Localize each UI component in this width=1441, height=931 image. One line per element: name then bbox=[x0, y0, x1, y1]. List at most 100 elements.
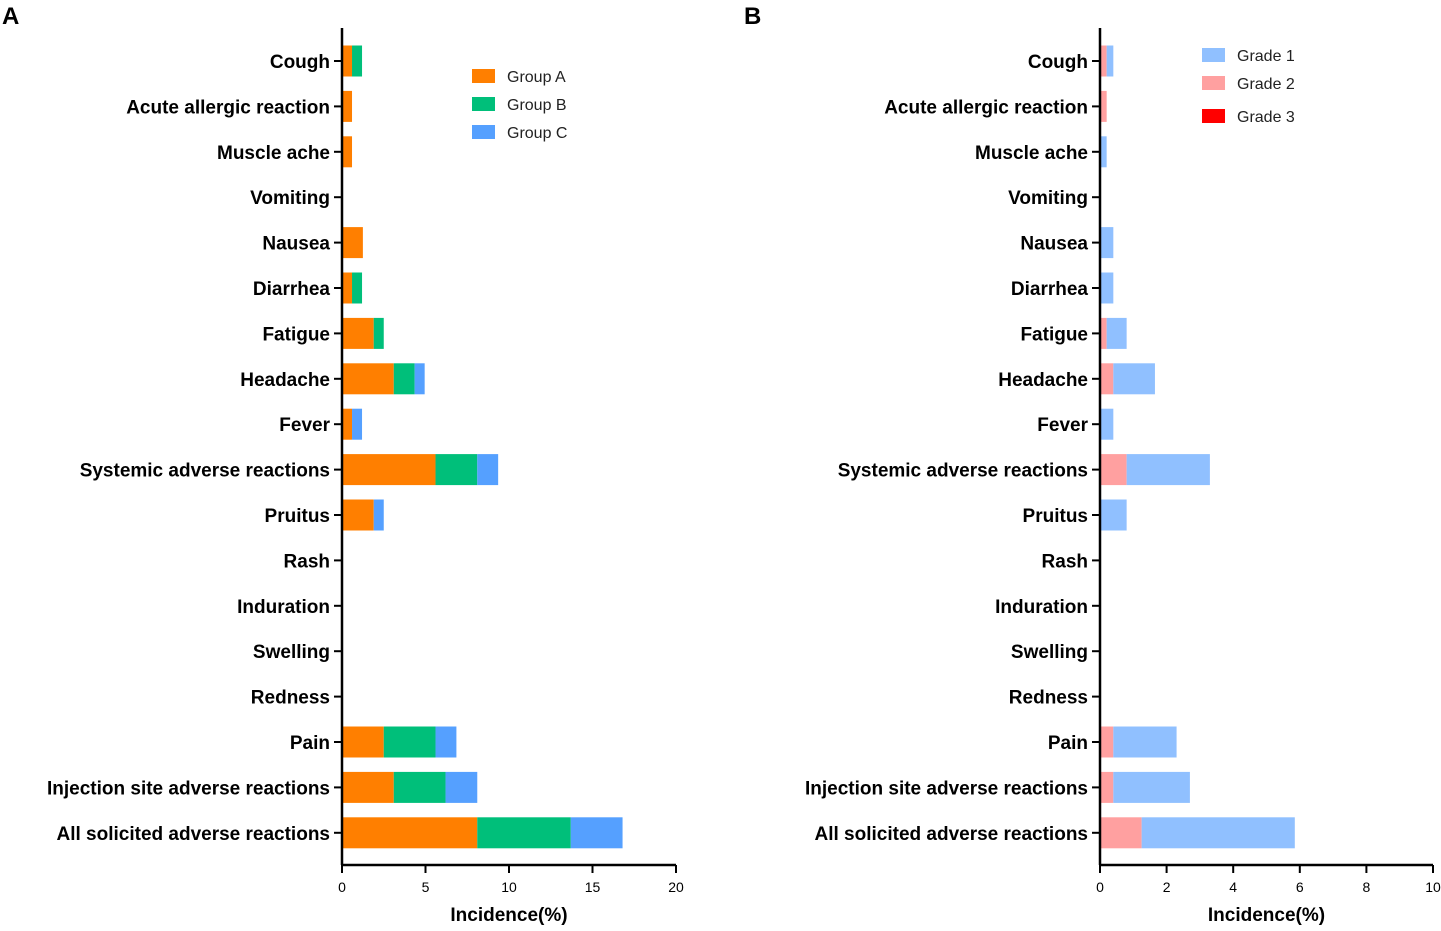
panel-a-x-tick-label-10: 10 bbox=[501, 879, 517, 895]
panel-a-legend-label-group-a: Group A bbox=[507, 69, 566, 86]
panel-a-y-tick-label-18: All solicited adverse reactions bbox=[56, 824, 330, 845]
panel-b-y-tick-label-2: Acute allergic reaction bbox=[884, 97, 1088, 118]
panel-a-y-tick-label-10: Systemic adverse reactions bbox=[80, 461, 330, 482]
panel-a-legend-swatch-group-a bbox=[472, 69, 495, 83]
panel-a-y-tick-label-8: Headache bbox=[240, 370, 330, 391]
panel-a-y-tick-label-9: Fever bbox=[279, 415, 330, 436]
panel-b-x-tick-label-10: 10 bbox=[1425, 879, 1441, 895]
panel-b-bar-2-grade-2 bbox=[1100, 90, 1107, 122]
panel-b-bar-7-grade-1 bbox=[1106, 317, 1127, 349]
panel-b-legend-swatch-grade-1 bbox=[1202, 48, 1225, 62]
panel-b-legend-label-grade-3: Grade 3 bbox=[1237, 109, 1295, 126]
panel-b-x-tick-label-0: 0 bbox=[1096, 879, 1104, 895]
panel-a-x-tick-label-15: 15 bbox=[585, 879, 601, 895]
panel-a-bar-9-group-c bbox=[352, 408, 363, 440]
panel-b-bar-18-grade-2 bbox=[1100, 817, 1142, 849]
panel-a-x-tick-label-20: 20 bbox=[668, 879, 684, 895]
panel-b-legend-swatch-grade-3 bbox=[1202, 109, 1225, 123]
panel-b-bar-3-grade-1 bbox=[1100, 136, 1107, 168]
panel-a-y-tick-label-5: Nausea bbox=[262, 234, 330, 255]
panel-b-y-tick-label-6: Diarrhea bbox=[1011, 279, 1089, 300]
panel-a-bar-16-group-c bbox=[435, 726, 457, 758]
panel-a-y-tick-label-4: Vomiting bbox=[250, 188, 330, 209]
panel-a-y-tick-label-1: Cough bbox=[270, 52, 330, 73]
panel-b-legend-label-grade-2: Grade 2 bbox=[1237, 76, 1295, 93]
panel-a-x-tick-label-0: 0 bbox=[338, 879, 346, 895]
panel-b-letter: B bbox=[744, 3, 761, 30]
panel-a-bar-8-group-c bbox=[414, 363, 425, 395]
panel-a-bar-5-group-a bbox=[342, 227, 363, 259]
panel-b-x-tick-label-6: 6 bbox=[1296, 879, 1304, 895]
panel-b-bar-10-grade-1 bbox=[1126, 454, 1210, 486]
panel-a-bar-10-group-c bbox=[477, 454, 499, 486]
panel-a-bar-18-group-b bbox=[477, 817, 571, 849]
panel-a-bar-7-group-b bbox=[373, 317, 384, 349]
panel-b-y-tick-label-3: Muscle ache bbox=[975, 143, 1088, 164]
panel-b-x-axis-title: Incidence(%) bbox=[1208, 905, 1325, 926]
panel-a-bar-6-group-a bbox=[342, 272, 353, 304]
panel-a-y-tick-label-13: Induration bbox=[237, 597, 330, 618]
panel-b-x-tick-label-8: 8 bbox=[1363, 879, 1371, 895]
panel-b-y-tick-label-12: Rash bbox=[1042, 551, 1088, 572]
panel-b-bar-17-grade-2 bbox=[1100, 771, 1114, 803]
panel-b-y-tick-label-16: Pain bbox=[1048, 733, 1088, 754]
panel-b-bar-10-grade-2 bbox=[1100, 454, 1127, 486]
panel-b-bar-5-grade-1 bbox=[1100, 227, 1114, 259]
panel-b-bar-11-grade-1 bbox=[1100, 499, 1127, 531]
panel-a-bar-17-group-a bbox=[342, 771, 394, 803]
panel-b-x-tick-label-2: 2 bbox=[1163, 879, 1171, 895]
panel-a-x-axis-title: Incidence(%) bbox=[450, 905, 567, 926]
panel-b-y-tick-label-15: Redness bbox=[1009, 688, 1088, 709]
panel-b-y-tick-label-18: All solicited adverse reactions bbox=[814, 824, 1088, 845]
panel-a-y-tick-label-12: Rash bbox=[284, 551, 330, 572]
panel-b-bar-1-grade-1 bbox=[1106, 45, 1114, 77]
panel-b-legend-swatch-grade-2 bbox=[1202, 76, 1225, 90]
panel-a-y-tick-label-14: Swelling bbox=[253, 642, 330, 663]
panel-a-bar-10-group-a bbox=[342, 454, 436, 486]
panel-a-legend-label-group-b: Group B bbox=[507, 97, 567, 114]
panel-a-bar-2-group-a bbox=[342, 90, 353, 122]
panel-b-y-tick-label-8: Headache bbox=[998, 370, 1088, 391]
panel-a-x-tick-label-5: 5 bbox=[422, 879, 430, 895]
panel-a-bar-1-group-a bbox=[342, 45, 353, 77]
panel-a-bar-6-group-b bbox=[352, 272, 363, 304]
panel-b-y-tick-label-9: Fever bbox=[1037, 415, 1088, 436]
panel-a-y-tick-label-3: Muscle ache bbox=[217, 143, 330, 164]
panel-b-bar-9-grade-1 bbox=[1100, 408, 1114, 440]
panel-b-bar-17-grade-1 bbox=[1113, 771, 1190, 803]
panel-a-bar-11-group-a bbox=[342, 499, 374, 531]
panel-a-bar-17-group-c bbox=[445, 771, 478, 803]
panel-a-bar-16-group-a bbox=[342, 726, 384, 758]
panel-a-bar-18-group-c bbox=[570, 817, 623, 849]
panel-a-y-tick-label-11: Pruitus bbox=[265, 506, 330, 527]
panel-b-bar-8-grade-1 bbox=[1113, 363, 1155, 395]
panel-b-y-tick-label-14: Swelling bbox=[1011, 642, 1088, 663]
panel-b-x-tick-label-4: 4 bbox=[1229, 879, 1237, 895]
panel-b-y-tick-label-13: Induration bbox=[995, 597, 1088, 618]
panel-b-bar-6-grade-1 bbox=[1100, 272, 1114, 304]
panel-b-y-tick-label-7: Fatigue bbox=[1020, 324, 1088, 345]
panel-b-legend-label-grade-1: Grade 1 bbox=[1237, 48, 1295, 65]
panel-a-y-tick-label-7: Fatigue bbox=[262, 324, 330, 345]
panel-b-y-tick-label-4: Vomiting bbox=[1008, 188, 1088, 209]
panel-b-bar-1-grade-2 bbox=[1100, 45, 1107, 77]
panel-a-letter: A bbox=[2, 3, 19, 30]
panel-a-bar-7-group-a bbox=[342, 317, 374, 349]
panel-a-y-tick-label-15: Redness bbox=[251, 688, 330, 709]
panel-a-bar-18-group-a bbox=[342, 817, 478, 849]
panel-a-bar-9-group-a bbox=[342, 408, 353, 440]
panel-a-bar-11-group-c bbox=[373, 499, 384, 531]
panel-b-y-tick-label-10: Systemic adverse reactions bbox=[838, 461, 1088, 482]
panel-b-bar-16-grade-2 bbox=[1100, 726, 1114, 758]
panel-b-bar-7-grade-2 bbox=[1100, 317, 1107, 349]
panel-a-bar-8-group-b bbox=[393, 363, 415, 395]
panel-a-bar-10-group-b bbox=[435, 454, 478, 486]
panel-a-bar-3-group-a bbox=[342, 136, 353, 168]
panel-b-y-tick-label-17: Injection site adverse reactions bbox=[805, 778, 1088, 799]
panel-a-bar-1-group-b bbox=[352, 45, 363, 77]
panel-b-y-tick-label-1: Cough bbox=[1028, 52, 1088, 73]
panel-a-legend-swatch-group-b bbox=[472, 97, 495, 111]
panel-a-bar-16-group-b bbox=[383, 726, 436, 758]
